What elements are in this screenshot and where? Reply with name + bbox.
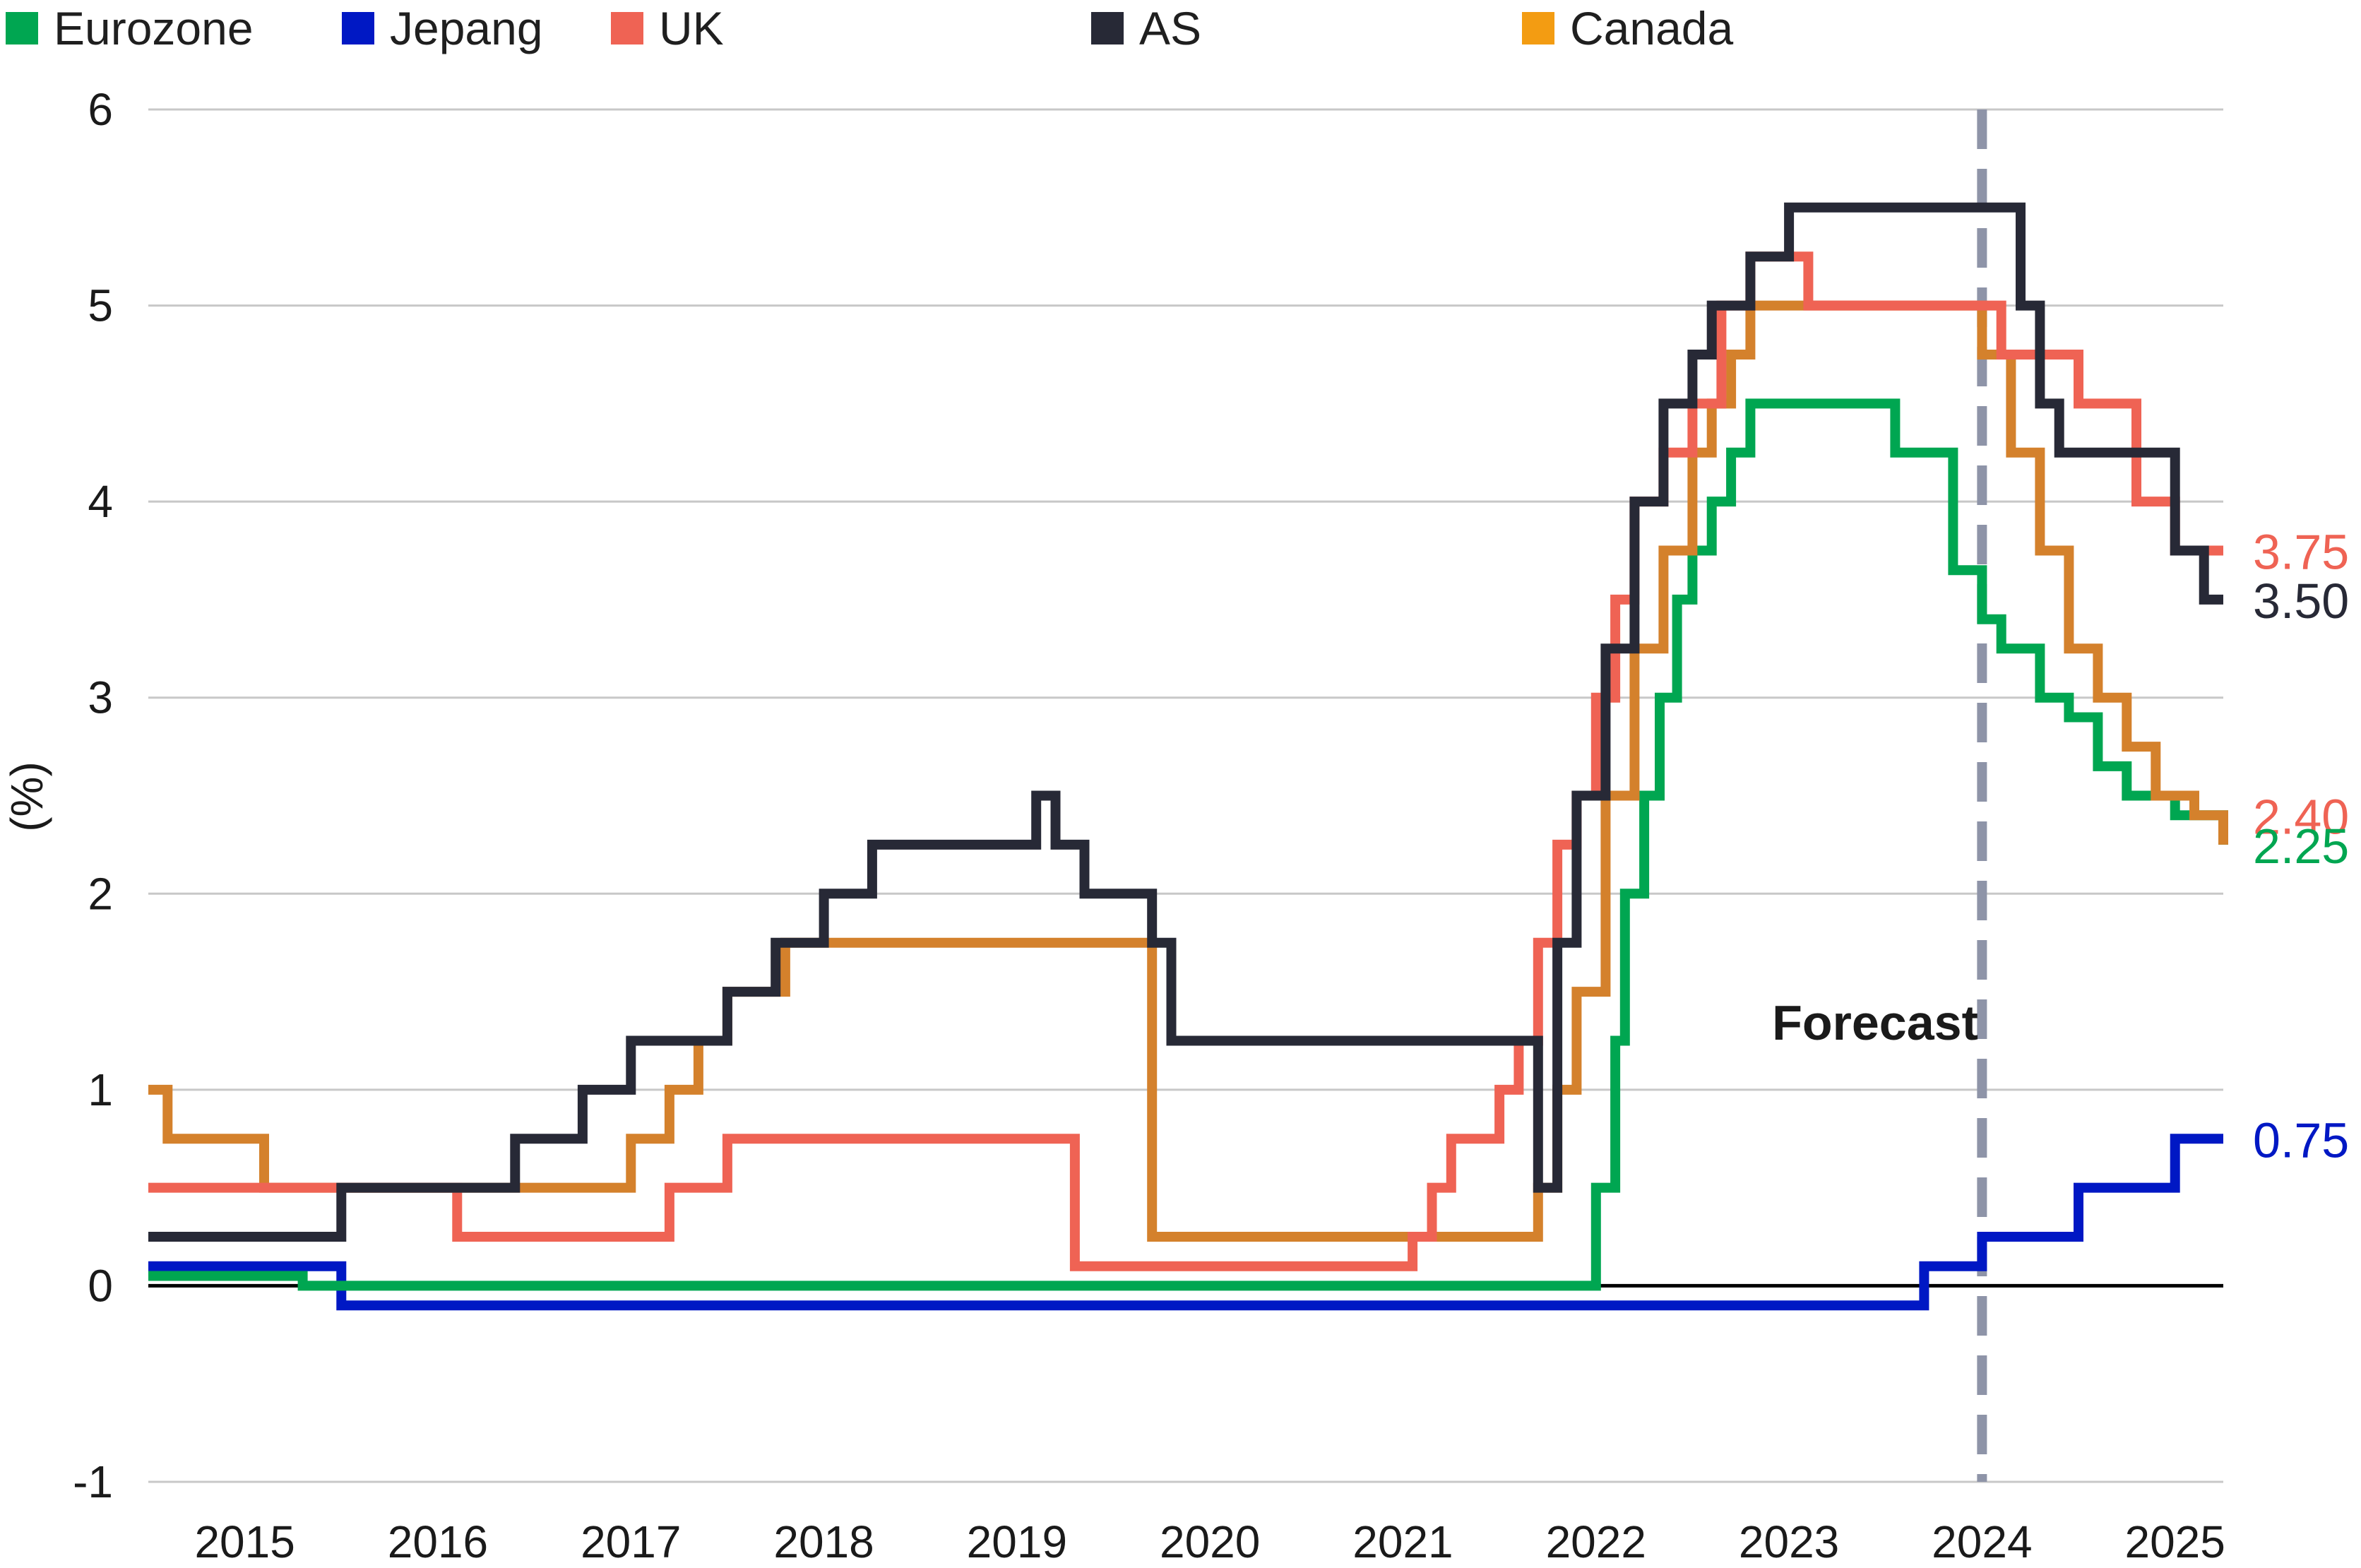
y-tick-label: -1 — [73, 1456, 113, 1507]
legend-label-uk: UK — [659, 2, 724, 54]
x-tick-label: 2021 — [1352, 1516, 1453, 1567]
y-tick-label: 6 — [88, 84, 113, 135]
y-tick-label: 4 — [88, 476, 113, 527]
series-line-canada — [148, 300, 2228, 1242]
y-tick-label: 3 — [88, 672, 113, 723]
x-tick-label: 2019 — [967, 1516, 1067, 1567]
y-tick-label: 1 — [88, 1064, 113, 1115]
legend-item-canada: Canada — [1522, 0, 1733, 57]
legend-label-jepang: Jepang — [390, 2, 543, 54]
legend-label-canada: Canada — [1570, 2, 1734, 54]
x-tick-label: 2016 — [388, 1516, 488, 1567]
legend-item-jepang: Jepang — [342, 0, 543, 57]
series-line-jepang — [148, 1134, 2223, 1311]
chart-legend: Eurozone Jepang UK AS Canada — [0, 0, 2361, 57]
x-tick-label: 2017 — [581, 1516, 681, 1567]
end-value-labels: 3.753.50 2.402.25 0.75 — [2253, 525, 2349, 1168]
x-tick-labels: 2015 2016 2017 2018 2019 2020 2021 2022 2023 2024… — [194, 1516, 2225, 1567]
end-value-label: 2.25 — [2253, 819, 2349, 874]
legend-label-as: AS — [1139, 2, 1202, 54]
legend-swatch-jepang — [342, 12, 374, 44]
y-tick-label: 2 — [88, 868, 113, 919]
grid-lines — [148, 108, 2223, 1483]
end-value-label: 3.50 — [2253, 574, 2349, 629]
legend-swatch-uk — [611, 12, 643, 44]
end-value-label: 2.40 — [2253, 789, 2349, 844]
y-tick-labels: -1 0 1 2 3 4 5 6 — [73, 84, 113, 1507]
legend-swatch-as — [1091, 12, 1124, 44]
x-tick-label: 2023 — [1739, 1516, 1839, 1567]
x-tick-label: 2015 — [194, 1516, 295, 1567]
series-line-uk — [148, 251, 2223, 1271]
legend-item-eurozone: Eurozone — [6, 0, 254, 57]
end-value-label: 0.75 — [2253, 1112, 2349, 1168]
y-tick-label: 0 — [88, 1260, 113, 1311]
x-tick-label: 2025 — [2124, 1516, 2225, 1567]
x-tick-label: 2020 — [1160, 1516, 1260, 1567]
legend-swatch-canada — [1522, 12, 1554, 44]
end-value-label: 3.75 — [2253, 525, 2349, 580]
x-tick-label: 2018 — [773, 1516, 874, 1567]
legend-item-as: AS — [1091, 0, 1201, 57]
series-line-eurozone — [148, 398, 2228, 1291]
y-axis-label: (%) — [1, 761, 52, 832]
series-lines — [148, 202, 2228, 1311]
legend-swatch-eurozone — [6, 12, 38, 44]
forecast-label: Forecast — [1772, 995, 1978, 1050]
x-tick-label: 2022 — [1546, 1516, 1646, 1567]
y-tick-label: 5 — [88, 280, 113, 331]
x-tick-label: 2024 — [1932, 1516, 2032, 1567]
legend-item-uk: UK — [611, 0, 724, 57]
legend-label-eurozone: Eurozone — [54, 2, 254, 54]
series-line-as — [148, 202, 2223, 1242]
